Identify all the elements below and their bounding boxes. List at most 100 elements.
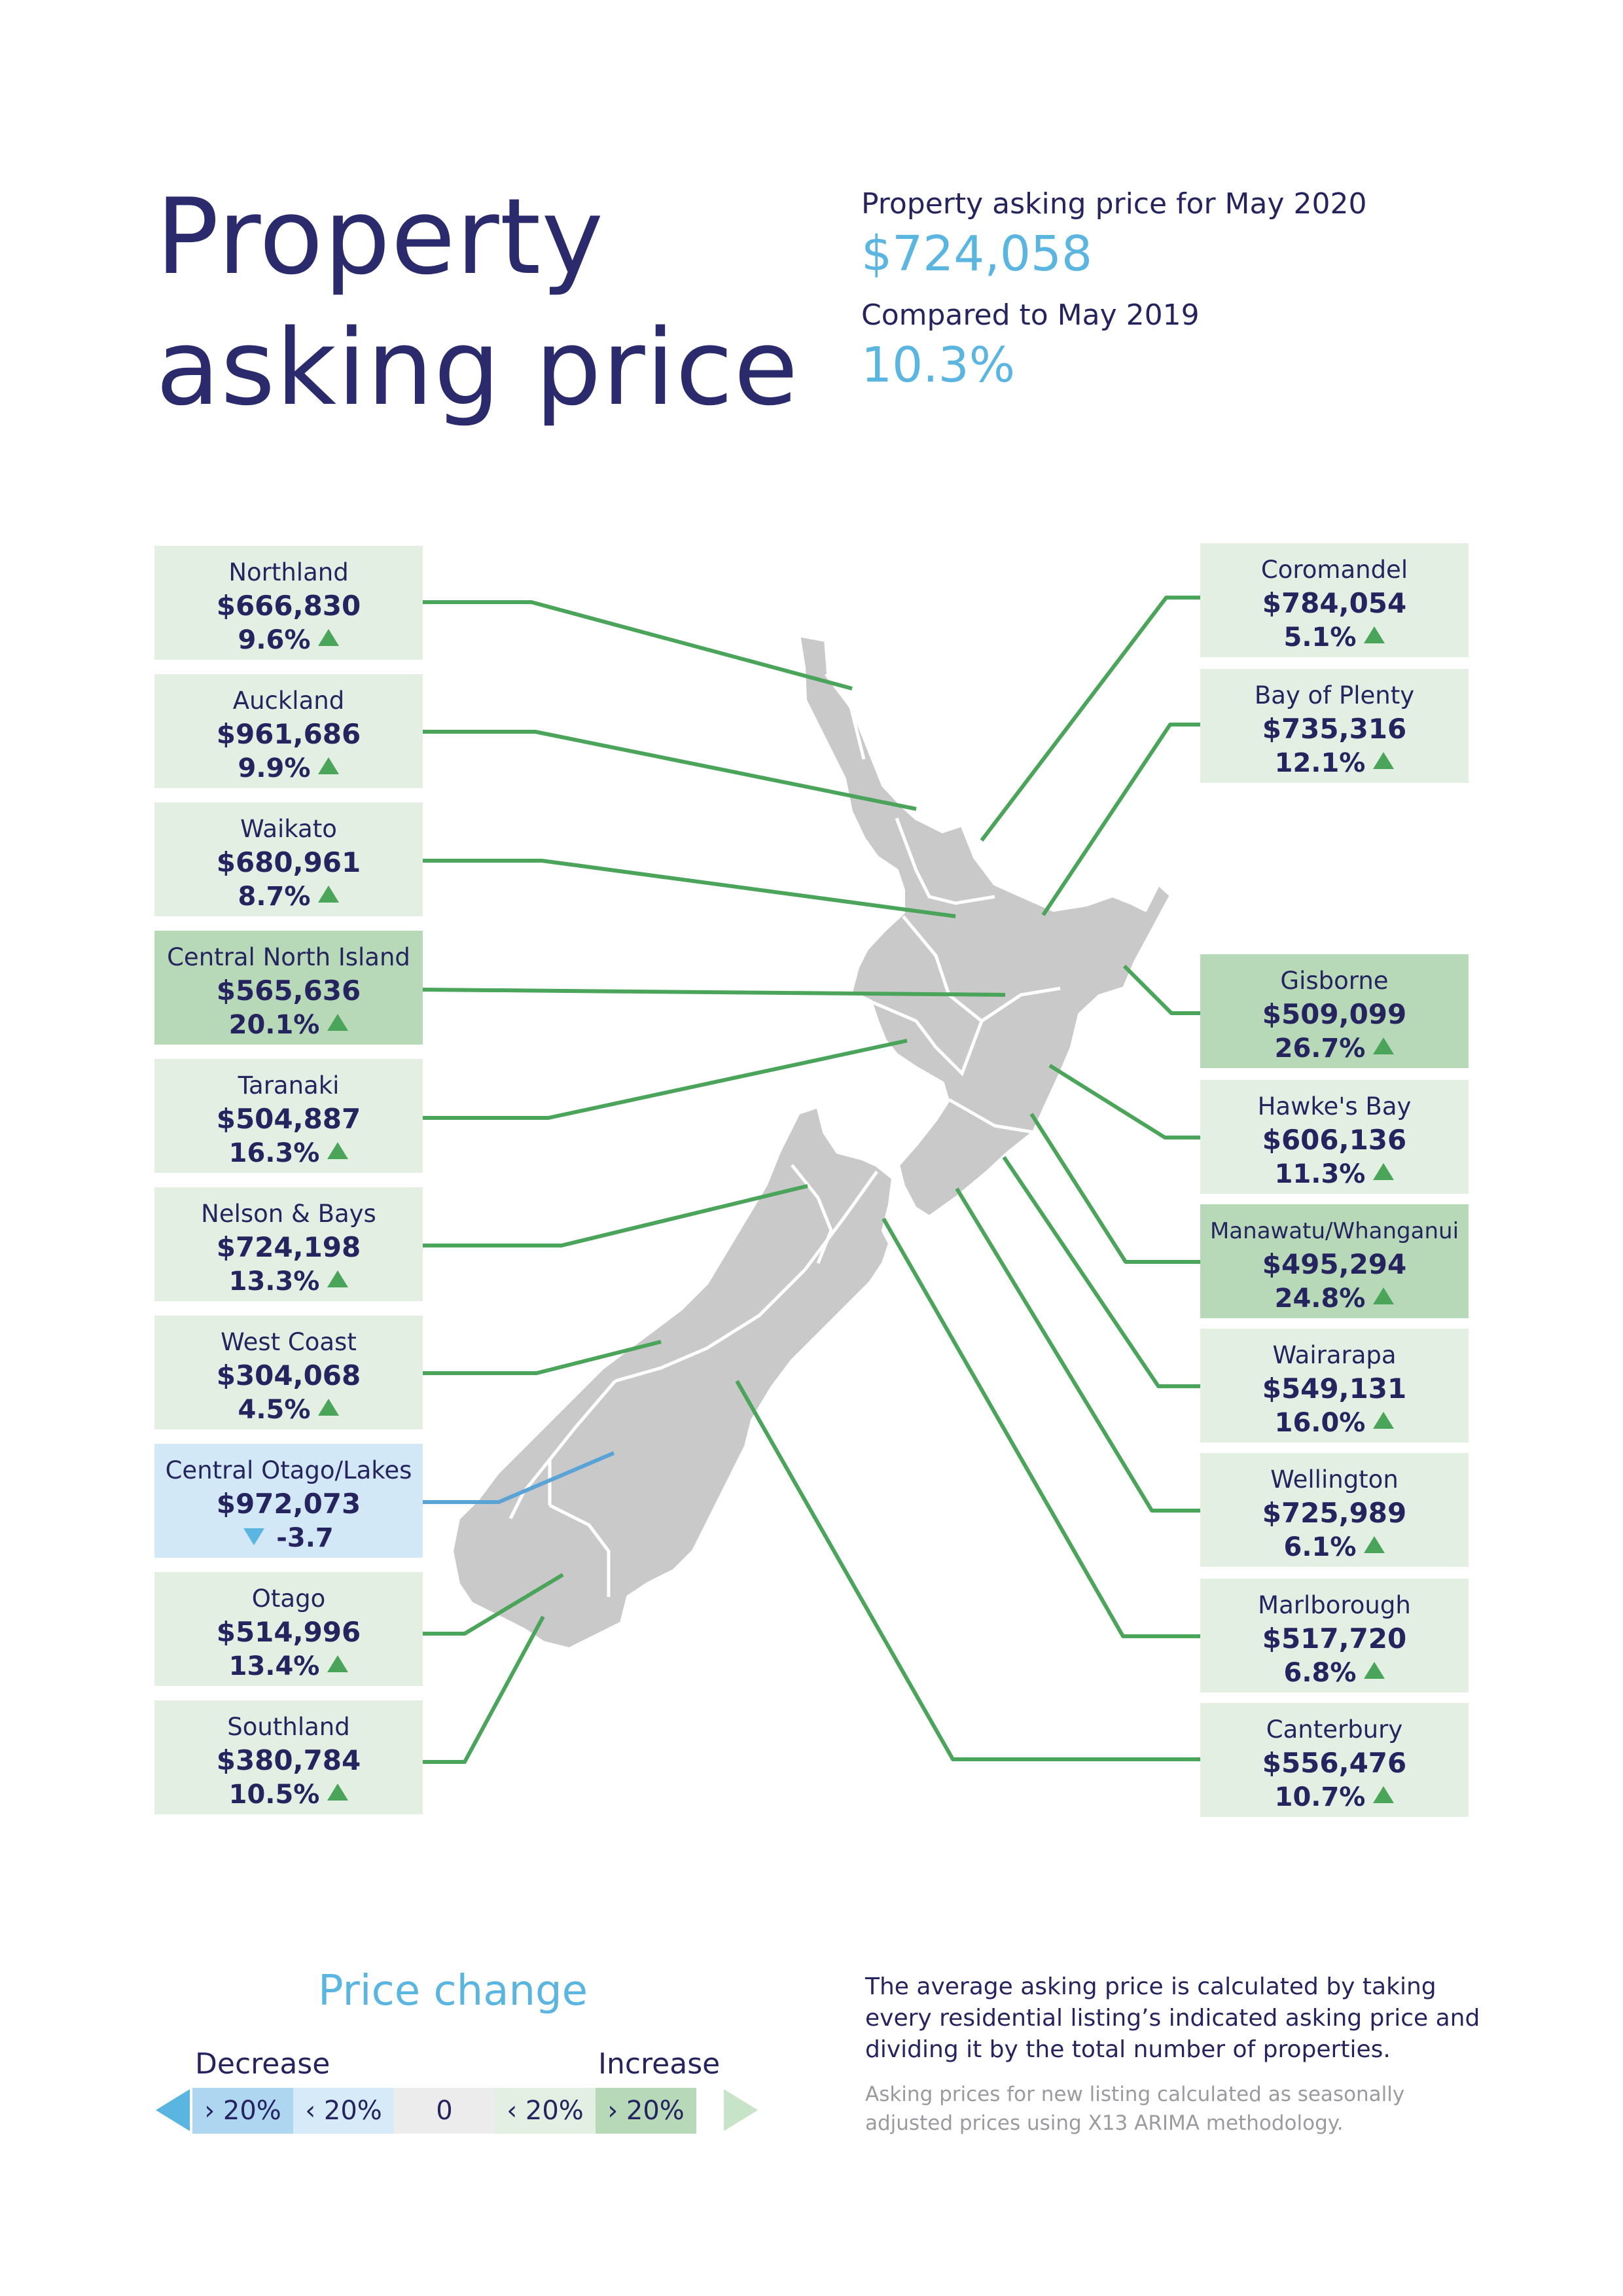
increase-triangle-icon bbox=[1364, 1662, 1385, 1679]
region-box-southland: Southland $380,784 10.5% bbox=[154, 1700, 423, 1814]
connector-canterbury bbox=[735, 1380, 1200, 1761]
increase-triangle-icon bbox=[327, 1270, 349, 1287]
legend-segment-small-decrease: ‹ 20% bbox=[293, 2088, 394, 2134]
north-island-shape bbox=[796, 633, 1173, 1219]
region-box-coromandel: Coromandel $784,054 5.1% bbox=[1200, 543, 1469, 657]
region-borders bbox=[508, 673, 1061, 1597]
region-price: $556,476 bbox=[1262, 1747, 1407, 1779]
region-box-central-north-island: Central North Island $565,636 20.1% bbox=[154, 931, 423, 1045]
summary-value: $724,058 bbox=[861, 226, 1093, 282]
region-name: West Coast bbox=[221, 1328, 357, 1356]
connector-southland bbox=[421, 1615, 545, 1764]
region-change: 9.9% bbox=[154, 751, 423, 785]
region-change: 10.5% bbox=[154, 1778, 423, 1812]
region-box-northland: Northland $666,830 9.6% bbox=[154, 546, 423, 660]
decrease-triangle-icon bbox=[243, 1528, 265, 1545]
region-name: Central Otago/Lakes bbox=[165, 1456, 412, 1484]
decrease-arrow-icon bbox=[156, 2089, 190, 2131]
region-box-nelson-bays: Nelson & Bays $724,198 13.3% bbox=[154, 1187, 423, 1301]
region-change: 24.8% bbox=[1200, 1282, 1469, 1316]
increase-triangle-icon bbox=[318, 757, 340, 774]
region-box-hawkes-bay: Hawke's Bay $606,136 11.3% bbox=[1200, 1080, 1469, 1194]
region-name: Hawke's Bay bbox=[1257, 1092, 1412, 1121]
region-price: $606,136 bbox=[1262, 1124, 1407, 1156]
legend-decrease-label: Decrease bbox=[195, 2047, 330, 2081]
connector-auckland bbox=[421, 730, 917, 811]
south-island-shape bbox=[450, 1104, 895, 1651]
connector-waikato bbox=[421, 859, 956, 918]
legend-increase-label: Increase bbox=[598, 2047, 721, 2081]
region-change: 6.8% bbox=[1200, 1656, 1469, 1690]
summary-label: Property asking price for May 2020 bbox=[861, 187, 1367, 221]
increase-triangle-icon bbox=[318, 886, 340, 903]
region-price: $304,068 bbox=[216, 1359, 361, 1391]
region-price: $517,720 bbox=[1262, 1623, 1407, 1655]
region-change: 9.6% bbox=[154, 623, 423, 657]
region-name: Wellington bbox=[1270, 1465, 1399, 1494]
summary-panel: Property asking price for May 2020 $724,… bbox=[861, 186, 1450, 408]
increase-triangle-icon bbox=[1373, 1287, 1395, 1304]
region-change: 11.3% bbox=[1200, 1157, 1469, 1191]
region-price: $784,054 bbox=[1262, 587, 1407, 619]
region-price: $495,294 bbox=[1262, 1248, 1407, 1280]
nz-map-regions bbox=[450, 633, 1173, 1651]
legend-segment-large-increase: › 20% bbox=[596, 2088, 696, 2134]
region-name: Wairarapa bbox=[1272, 1341, 1397, 1369]
region-name: Canterbury bbox=[1266, 1715, 1403, 1744]
region-box-auckland: Auckland $961,686 9.9% bbox=[154, 674, 423, 788]
connector-marlborough bbox=[882, 1217, 1200, 1638]
legend-title: Price change bbox=[318, 1967, 588, 2015]
connector-otago bbox=[421, 1573, 564, 1636]
connector-nelson-bays bbox=[421, 1184, 808, 1247]
region-change: 4.5% bbox=[154, 1393, 423, 1427]
legend-scale: › 20% ‹ 20% 0 ‹ 20% › 20% bbox=[156, 2088, 758, 2134]
connector-gisborne bbox=[1122, 964, 1200, 1015]
increase-triangle-icon bbox=[1373, 1163, 1395, 1180]
increase-triangle-icon bbox=[318, 1399, 340, 1416]
connector-lines bbox=[421, 596, 1200, 1764]
region-box-canterbury: Canterbury $556,476 10.7% bbox=[1200, 1703, 1469, 1817]
page-title: Property asking price bbox=[156, 171, 799, 433]
connector-wellington bbox=[955, 1187, 1200, 1513]
region-name: Northland bbox=[228, 558, 349, 586]
region-name: Nelson & Bays bbox=[201, 1200, 376, 1228]
region-box-west-coast: West Coast $304,068 4.5% bbox=[154, 1316, 423, 1429]
connector-taranaki bbox=[421, 1039, 908, 1120]
connector-wairarapa bbox=[1002, 1156, 1200, 1388]
region-change: 6.1% bbox=[1200, 1530, 1469, 1564]
region-change: 16.3% bbox=[154, 1136, 423, 1170]
legend-segment-large-decrease: › 20% bbox=[192, 2088, 293, 2134]
region-change: 12.1% bbox=[1200, 746, 1469, 780]
region-box-marlborough: Marlborough $517,720 6.8% bbox=[1200, 1579, 1469, 1693]
increase-triangle-icon bbox=[1364, 1536, 1385, 1553]
increase-triangle-icon bbox=[1373, 1412, 1395, 1429]
region-price: $972,073 bbox=[216, 1488, 361, 1520]
region-price: $680,961 bbox=[216, 846, 361, 878]
connector-bay-of-plenty bbox=[1041, 723, 1200, 916]
compare-label: Compared to May 2019 bbox=[861, 298, 1200, 332]
increase-arrow-icon bbox=[724, 2089, 758, 2131]
region-box-wellington: Wellington $725,989 6.1% bbox=[1200, 1453, 1469, 1567]
region-name: Coromandel bbox=[1260, 556, 1408, 584]
region-box-bay-of-plenty: Bay of Plenty $735,316 12.1% bbox=[1200, 669, 1469, 783]
region-name: Taranaki bbox=[238, 1071, 340, 1100]
connector-central-otago-lakes bbox=[421, 1451, 615, 1504]
region-change: 8.7% bbox=[154, 880, 423, 914]
region-name: Southland bbox=[227, 1713, 350, 1741]
region-name: Manawatu/Whanganui bbox=[1209, 1218, 1459, 1244]
region-name: Waikato bbox=[240, 815, 337, 843]
increase-triangle-icon bbox=[327, 1142, 349, 1159]
increase-triangle-icon bbox=[327, 1014, 349, 1031]
region-change: 16.0% bbox=[1200, 1406, 1469, 1440]
increase-triangle-icon bbox=[1373, 1786, 1395, 1803]
methodology-note: The average asking price is calculated b… bbox=[865, 1973, 1480, 2063]
increase-triangle-icon bbox=[1373, 1037, 1395, 1054]
connector-manawatu-whanganui bbox=[1029, 1113, 1200, 1264]
region-change: 10.7% bbox=[1200, 1780, 1469, 1814]
region-price: $961,686 bbox=[216, 718, 361, 750]
region-box-central-otago-lakes: Central Otago/Lakes $972,073 -3.7 bbox=[154, 1444, 423, 1558]
region-name: Otago bbox=[251, 1585, 326, 1613]
region-price: $509,099 bbox=[1262, 998, 1407, 1030]
region-change: 13.4% bbox=[154, 1649, 423, 1683]
region-box-otago: Otago $514,996 13.4% bbox=[154, 1572, 423, 1686]
